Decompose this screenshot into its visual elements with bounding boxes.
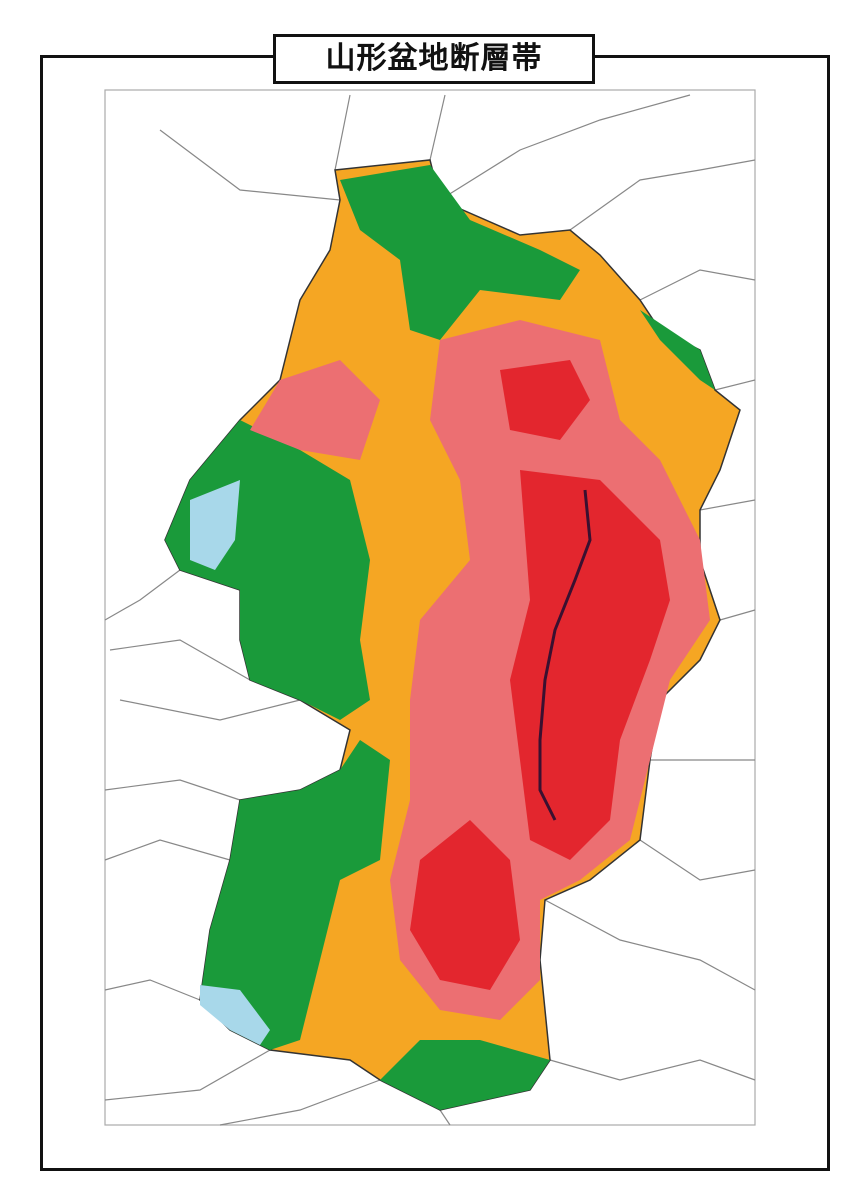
boundaries <box>104 89 756 1126</box>
fault-line <box>538 489 592 821</box>
red-zones <box>410 360 670 990</box>
water-zones <box>190 480 270 1045</box>
map-title: 山形盆地断層帯 <box>273 34 595 84</box>
